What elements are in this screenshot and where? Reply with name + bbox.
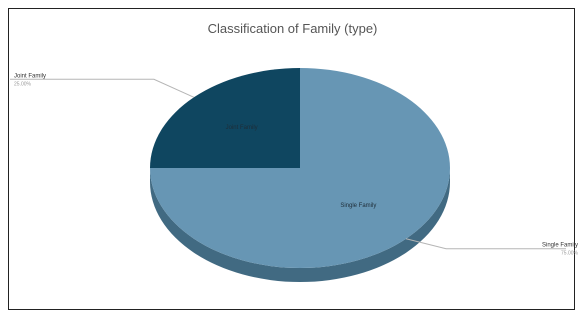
pie-slice-1	[150, 68, 300, 168]
slice-label-1: Joint Family	[226, 125, 258, 131]
callout-label-1: Joint Family	[14, 73, 46, 79]
callout-line-0	[405, 238, 566, 250]
callout-line-1	[10, 78, 195, 98]
slice-label-0: Single Family	[340, 203, 376, 209]
chart-title: Classification of Family (type)	[207, 21, 378, 36]
callout-value-1: 25.00%	[14, 81, 32, 87]
callout-label-0: Single Family	[542, 243, 578, 249]
callout-value-0: 75.00%	[561, 251, 579, 257]
